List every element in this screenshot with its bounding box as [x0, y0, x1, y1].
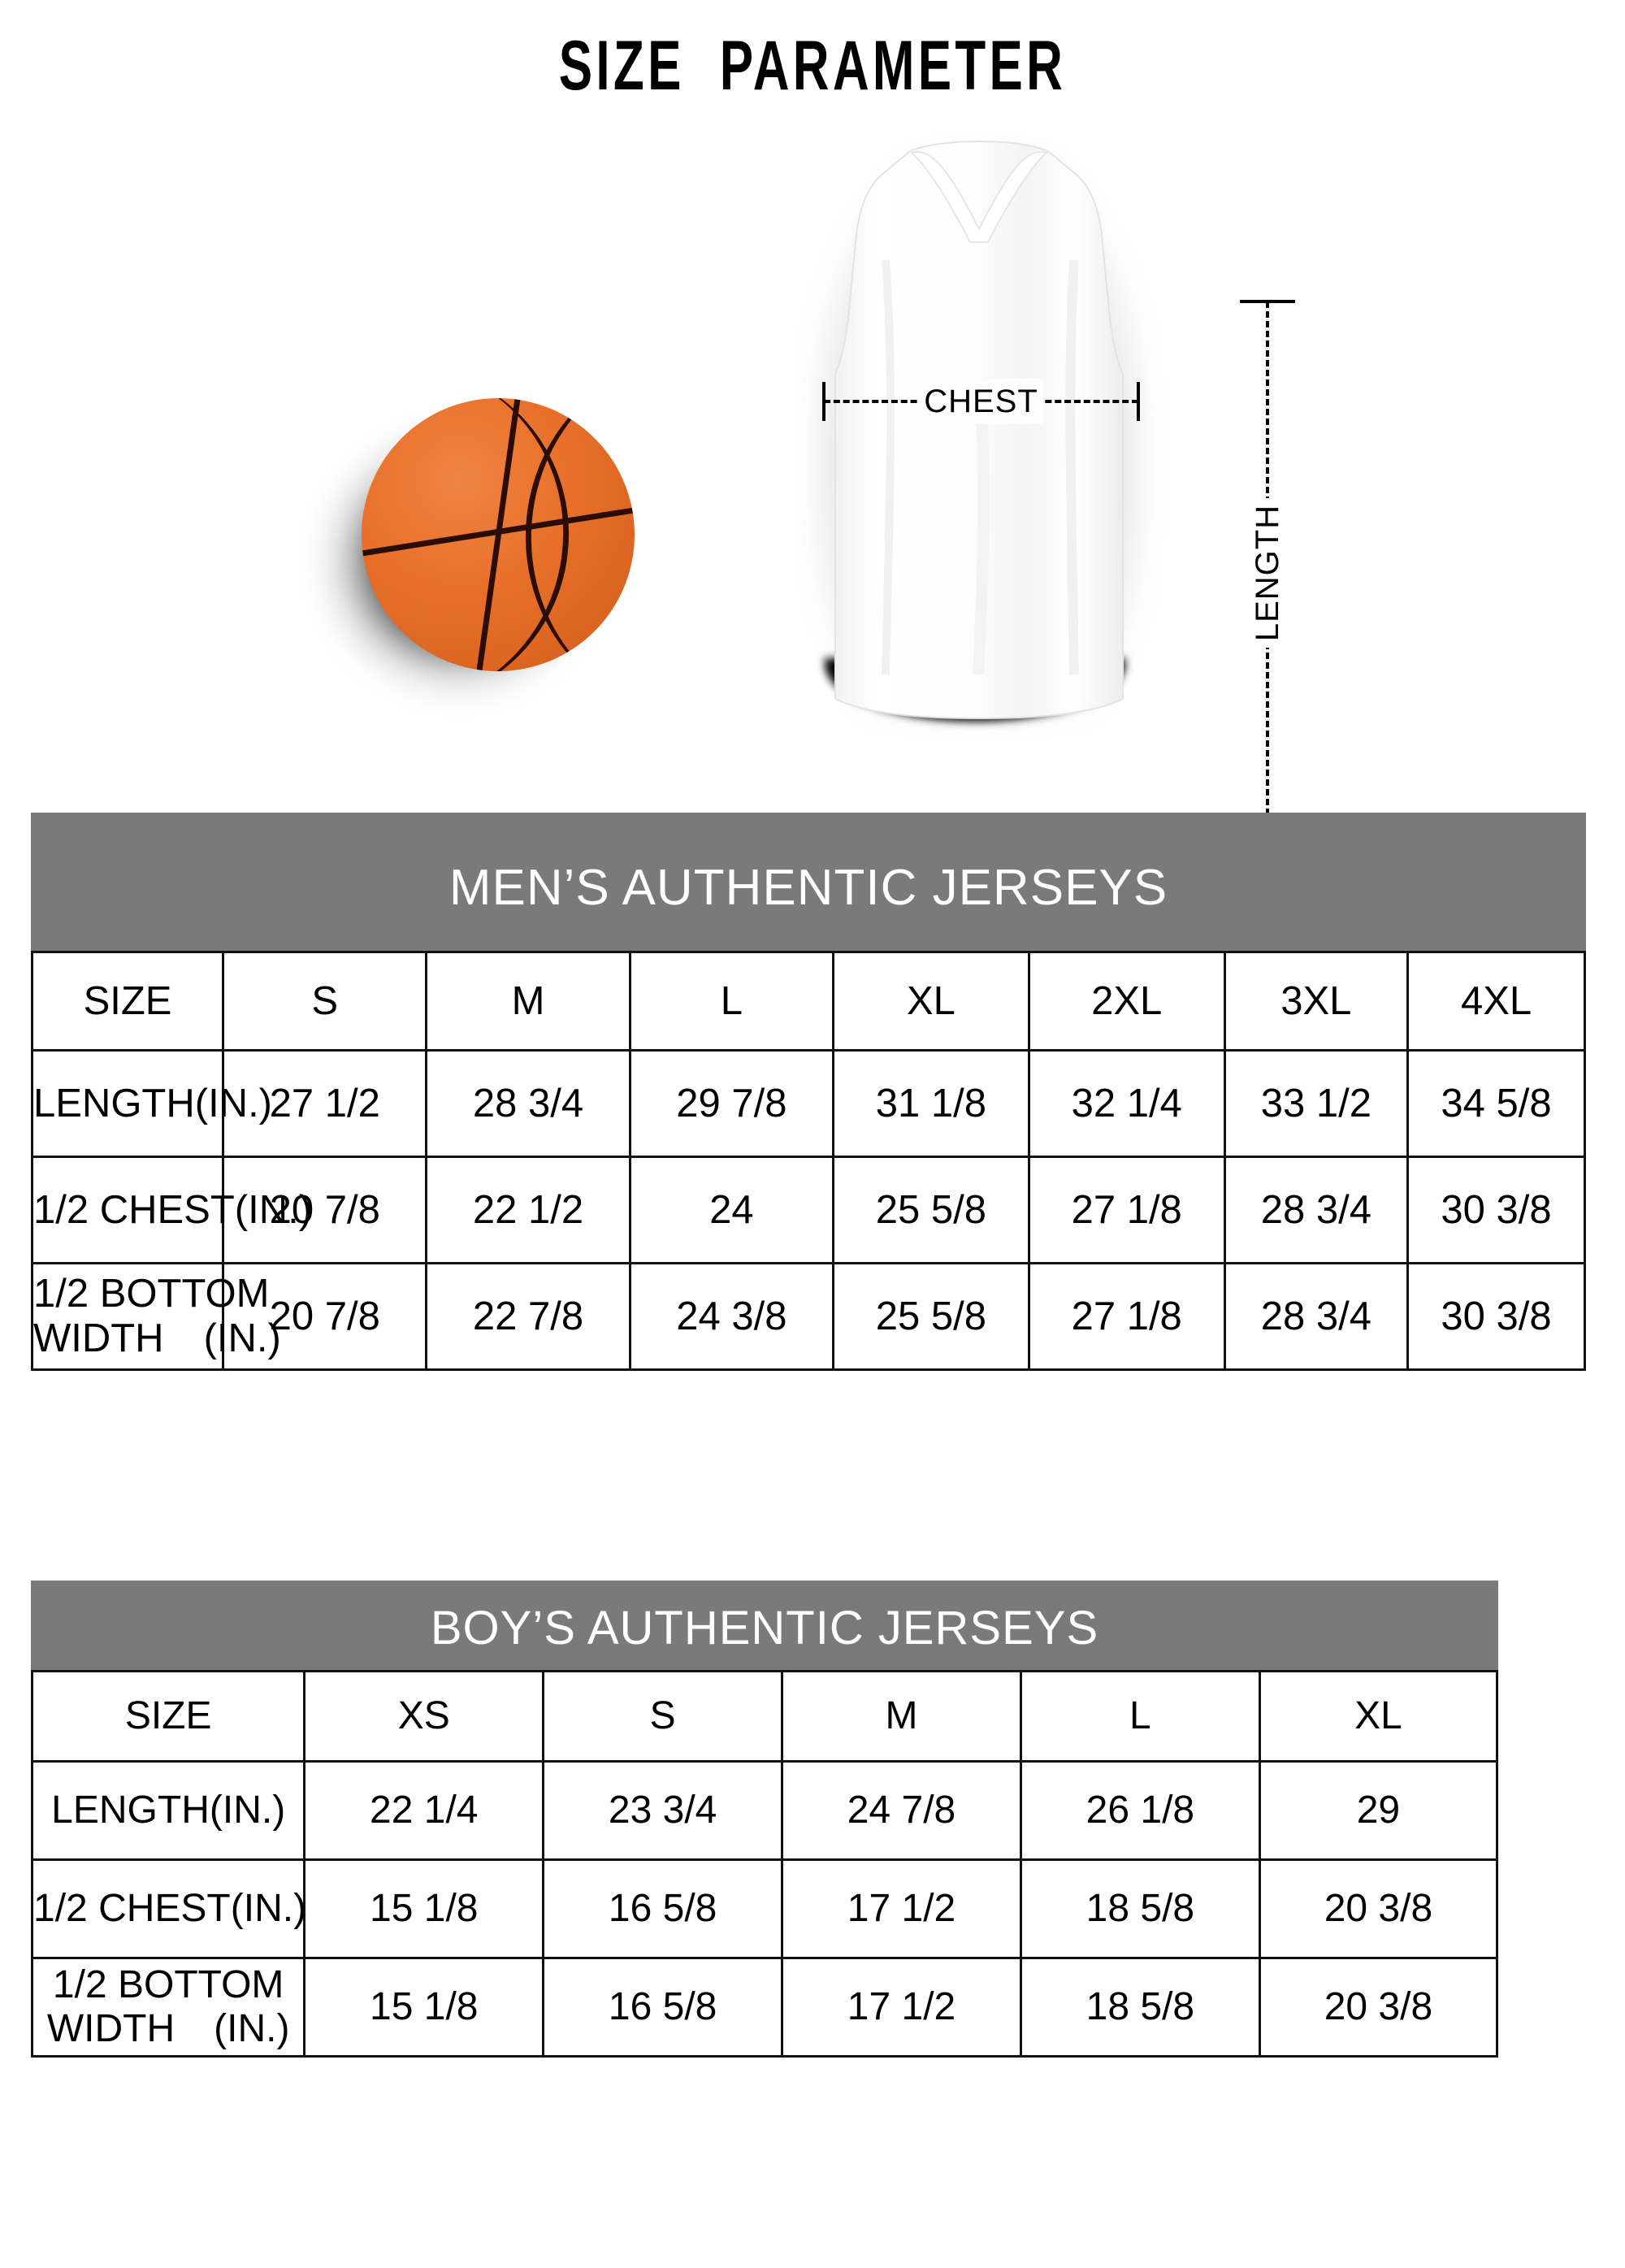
mens-length-4xl: 34 5/8 [1406, 1049, 1586, 1158]
boys-bottom-l: 18 5/8 [1019, 1957, 1261, 2058]
mens-length-s: 27 1/2 [222, 1049, 428, 1158]
mens-bottom-xl: 25 5/8 [832, 1262, 1030, 1371]
mens-bottom-3xl: 28 3/4 [1223, 1262, 1410, 1371]
boys-table-header: BOY’S AUTHENTIC JERSEYS [31, 1581, 1498, 1670]
boys-length-xs: 22 1/4 [303, 1760, 545, 1861]
boys-bottom-xs: 15 1/8 [303, 1957, 545, 2058]
mens-bottom-s: 20 7/8 [222, 1262, 428, 1371]
boys-col-size: SIZE [30, 1670, 306, 1763]
mens-chest-3xl: 28 3/4 [1223, 1156, 1410, 1264]
mens-bottom-2xl: 27 1/8 [1027, 1262, 1226, 1371]
mens-size-table-block: MEN’S AUTHENTIC JERSEYS SIZE S M L XL 2X… [30, 813, 1586, 1371]
mens-chest-s: 20 7/8 [222, 1156, 428, 1264]
length-label: LENGTH [1243, 497, 1292, 648]
boys-row-label-length: LENGTH(IN.) [30, 1760, 306, 1861]
mens-length-3xl: 33 1/2 [1223, 1049, 1410, 1158]
boys-chest-xl: 20 3/8 [1258, 1858, 1499, 1959]
mens-chest-xl: 25 5/8 [832, 1156, 1030, 1264]
boys-chest-s: 16 5/8 [542, 1858, 784, 1959]
chest-label: CHEST [919, 379, 1043, 424]
mens-column-header-row: SIZE S M L XL 2XL 3XL 4XL [30, 951, 1586, 1052]
mens-length-xl: 31 1/8 [832, 1049, 1030, 1158]
boys-chest-m: 17 1/2 [781, 1858, 1022, 1959]
boys-length-xl: 29 [1258, 1760, 1499, 1861]
boys-bottom-xl: 20 3/8 [1258, 1957, 1499, 2058]
page-title: SIZE PARAMETER [558, 27, 1067, 105]
mens-row-label-length: LENGTH(IN.) [30, 1049, 272, 1158]
jersey-outline [834, 140, 1124, 720]
mens-row-label-chest: 1/2 CHEST(IN.) [30, 1156, 312, 1264]
boys-chest-xs: 15 1/8 [303, 1858, 545, 1959]
table-row: 1/2 BOTTOM WIDTH (IN.) 15 1/8 16 5/8 17 … [30, 1957, 1499, 2058]
mens-chest-2xl: 27 1/8 [1027, 1156, 1226, 1264]
mens-row-label-bottom-width-line2: WIDTH (IN.) [33, 1316, 281, 1360]
boys-col-s: S [542, 1670, 784, 1763]
mens-col-3xl: 3XL [1223, 951, 1410, 1052]
basketball-icon [313, 390, 678, 739]
boys-length-l: 26 1/8 [1019, 1760, 1261, 1861]
boys-chest-l: 18 5/8 [1019, 1858, 1261, 1959]
mens-length-l: 29 7/8 [628, 1049, 835, 1158]
length-dimension: LENGTH [1219, 297, 1316, 849]
mens-col-m: M [425, 951, 631, 1052]
mens-col-4xl: 4XL [1406, 951, 1586, 1052]
mens-table-header: MEN’S AUTHENTIC JERSEYS [31, 813, 1586, 951]
table-row: LENGTH(IN.) 22 1/4 23 3/4 24 7/8 26 1/8 … [30, 1760, 1499, 1861]
mens-col-size: SIZE [30, 951, 225, 1052]
table-row: 1/2 CHEST(IN.) 20 7/8 22 1/2 24 25 5/8 2… [30, 1156, 1586, 1264]
boys-size-table: SIZE XS S M L XL LENGTH(IN.) 22 1/4 23 3… [30, 1670, 1499, 2058]
mens-bottom-4xl: 30 3/8 [1406, 1262, 1586, 1371]
boys-length-m: 24 7/8 [781, 1760, 1022, 1861]
mens-bottom-m: 22 7/8 [425, 1262, 631, 1371]
mens-chest-l: 24 [628, 1156, 835, 1264]
mens-row-label-bottom-width: 1/2 BOTTOM WIDTH (IN.) [30, 1262, 281, 1371]
boys-bottom-s: 16 5/8 [542, 1957, 784, 2058]
boys-col-xl: XL [1258, 1670, 1499, 1763]
boys-row-label-bottom-width: 1/2 BOTTOM WIDTH (IN.) [30, 1957, 306, 2058]
mens-col-xl: XL [832, 951, 1030, 1052]
mens-length-m: 28 3/4 [425, 1049, 631, 1158]
table-row: 1/2 BOTTOM WIDTH (IN.) 20 7/8 22 7/8 24 … [30, 1262, 1586, 1371]
boys-length-s: 23 3/4 [542, 1760, 784, 1861]
mens-col-2xl: 2XL [1027, 951, 1226, 1052]
chest-cap-right [1137, 382, 1140, 421]
table-row: 1/2 CHEST(IN.) 15 1/8 16 5/8 17 1/2 18 5… [30, 1858, 1499, 1959]
boys-column-header-row: SIZE XS S M L XL [30, 1670, 1499, 1763]
mens-bottom-l: 24 3/8 [628, 1262, 835, 1371]
jersey-icon: CHEST [788, 138, 1170, 723]
mens-col-l: L [628, 951, 835, 1052]
mens-length-2xl: 32 1/4 [1027, 1049, 1226, 1158]
table-row: LENGTH(IN.) 27 1/2 28 3/4 29 7/8 31 1/8 … [30, 1049, 1586, 1158]
mens-chest-4xl: 30 3/8 [1406, 1156, 1586, 1264]
boys-col-xs: XS [303, 1670, 545, 1763]
illustration-area: CHEST LENGTH [0, 122, 1625, 846]
boys-row-label-bottom-width-line2: WIDTH (IN.) [46, 2007, 290, 2050]
mens-col-s: S [222, 951, 428, 1052]
boys-row-label-bottom-width-line1: 1/2 BOTTOM [52, 1963, 284, 2007]
boys-size-table-block: BOY’S AUTHENTIC JERSEYS SIZE XS S M L XL… [30, 1581, 1499, 2058]
chest-dimension: CHEST [821, 375, 1142, 424]
boys-row-label-chest: 1/2 CHEST(IN.) [30, 1858, 306, 1959]
boys-bottom-m: 17 1/2 [781, 1957, 1022, 2058]
mens-row-label-bottom-width-line1: 1/2 BOTTOM [33, 1272, 270, 1316]
boys-col-m: M [781, 1670, 1022, 1763]
mens-size-table: SIZE S M L XL 2XL 3XL 4XL LENGTH(IN.) 27… [30, 951, 1586, 1371]
boys-col-l: L [1019, 1670, 1261, 1763]
mens-chest-m: 22 1/2 [425, 1156, 631, 1264]
basketball-body [362, 398, 635, 671]
